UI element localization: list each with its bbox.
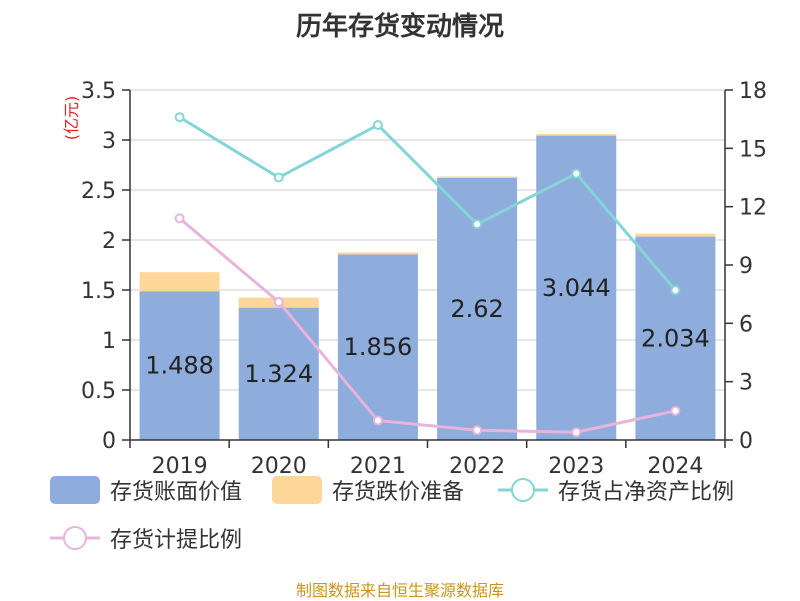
left-axis-tick-label: 0 <box>102 429 116 454</box>
point-provision-ratio <box>273 296 284 307</box>
bar-data-label: 3.044 <box>542 274 611 302</box>
bar-data-label: 1.856 <box>344 333 413 361</box>
legend-item-net-asset-ratio: 存货占净资产比例 <box>498 474 734 506</box>
left-axis-tick-label: 3.5 <box>81 79 116 104</box>
point-net-asset-ratio <box>670 285 681 296</box>
bar-impairment-reserve <box>337 252 418 255</box>
right-axis-tick-label: 9 <box>739 254 753 279</box>
right-axis-tick-label: 18 <box>739 79 767 104</box>
line-provision-ratio <box>178 217 676 434</box>
left-axis-tick-label: 0.5 <box>81 379 116 404</box>
right-axis-tick-label: 12 <box>739 196 767 221</box>
legend-item-provision-ratio: 存货计提比例 <box>50 522 242 554</box>
point-net-asset-ratio <box>372 120 383 130</box>
x-axis-tick-label: 2023 <box>548 454 604 479</box>
bar-impairment-reserve <box>536 134 617 136</box>
bar-inventory-value <box>238 307 319 440</box>
point-net-asset-ratio <box>273 172 284 183</box>
point-provision-ratio <box>571 427 582 438</box>
line-net-asset-ratio <box>178 115 677 292</box>
bar-data-label: 2.62 <box>450 295 503 323</box>
bar-impairment-reserve <box>635 233 716 237</box>
legend-swatch-impairment-reserve <box>272 476 322 504</box>
legend-swatch-net-asset-ratio <box>498 478 548 502</box>
legend-label-impairment-reserve: 存货跌价准备 <box>332 480 465 505</box>
right-axis-tick-label: 6 <box>739 312 753 337</box>
legend-item-impairment-reserve: 存货跌价准备 <box>272 474 464 506</box>
left-axis-tick-label: 3 <box>102 129 116 154</box>
legend-label-net-asset-ratio: 存货占净资产比例 <box>558 480 735 505</box>
legend-label-provision-ratio: 存货计提比例 <box>110 528 243 553</box>
bar-impairment-reserve <box>437 176 518 178</box>
chart-title: 历年存货变动情况 <box>295 12 504 42</box>
bar-inventory-value <box>139 291 220 440</box>
left-axis-unit-label: (亿元) <box>62 96 81 141</box>
point-provision-ratio <box>372 415 383 426</box>
legend-item-inventory-value: 存货账面价值 <box>50 474 242 506</box>
legend-swatch-provision-ratio <box>50 526 100 550</box>
x-axis-tick-label: 2019 <box>152 454 208 479</box>
x-axis-tick-label: 2020 <box>251 454 307 479</box>
right-axis-tick-label: 3 <box>739 371 753 396</box>
point-net-asset-ratio <box>174 112 185 123</box>
left-axis-tick-label: 1 <box>102 329 116 354</box>
point-provision-ratio <box>670 405 681 416</box>
right-axis-tick-label: 0 <box>739 429 753 454</box>
left-axis-tick-label: 2 <box>102 229 116 254</box>
bar-inventory-value <box>337 254 418 440</box>
x-axis-tick-label: 2024 <box>647 454 703 479</box>
left-axis-tick-label: 2.5 <box>81 179 116 204</box>
point-net-asset-ratio <box>472 219 483 230</box>
bar-data-label: 1.324 <box>244 360 313 388</box>
x-axis-tick-label: 2021 <box>350 454 406 479</box>
point-net-asset-ratio <box>571 168 582 179</box>
bar-impairment-reserve <box>139 272 220 292</box>
x-axis-tick-label: 2022 <box>449 454 505 479</box>
bar-data-label: 2.034 <box>641 324 710 352</box>
legend-label-inventory-value: 存货账面价值 <box>110 480 243 505</box>
point-provision-ratio <box>472 425 483 436</box>
source-note: 制图数据来自恒生聚源数据库 <box>295 581 504 600</box>
point-provision-ratio <box>174 213 185 224</box>
bar-data-label: 1.488 <box>145 352 214 380</box>
legend-swatch-inventory-value <box>50 476 100 504</box>
right-axis-tick-label: 15 <box>739 137 767 162</box>
left-axis-tick-label: 1.5 <box>81 279 116 304</box>
